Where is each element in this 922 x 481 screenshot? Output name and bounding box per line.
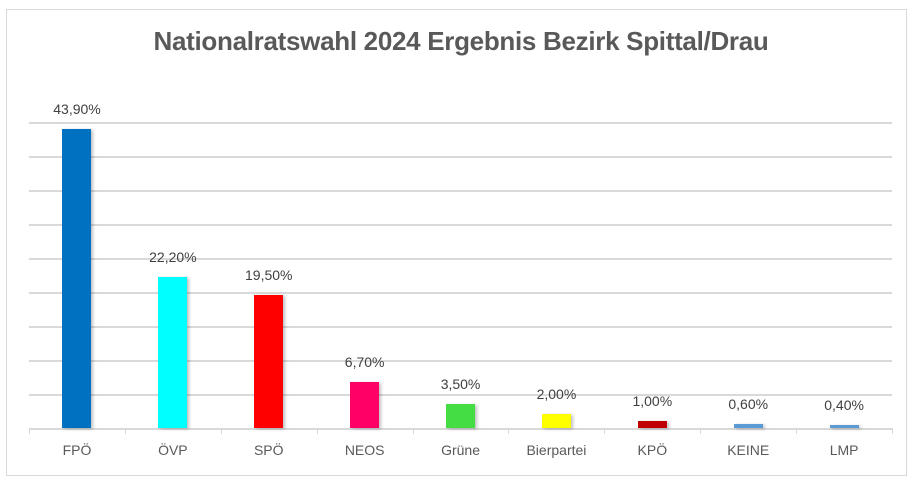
data-label: 3,50%	[440, 376, 481, 393]
data-label: 0,60%	[728, 395, 769, 412]
gridline	[29, 326, 892, 328]
gridline	[29, 292, 892, 294]
axis-tick	[317, 428, 318, 434]
data-label: 0,40%	[824, 397, 864, 414]
data-label: 2,00%	[536, 386, 577, 403]
data-label: 22,20%	[149, 249, 197, 266]
bar-keine[interactable]	[733, 423, 763, 428]
bar-fpö[interactable]	[62, 129, 92, 428]
bar-grüne[interactable]	[446, 404, 475, 428]
axis-tick	[413, 428, 414, 434]
gridline	[29, 224, 892, 226]
axis-tick	[125, 428, 126, 434]
data-label: 1,00%	[632, 393, 673, 410]
axis-tick	[796, 428, 797, 434]
gridline	[29, 258, 892, 260]
gridline	[29, 156, 892, 158]
category-label: NEOS	[344, 442, 385, 458]
axis-tick	[700, 428, 701, 434]
category-label: Grüne	[441, 442, 480, 458]
axis-tick	[604, 428, 605, 434]
category-label: FPÖ	[62, 442, 92, 458]
gridline	[29, 190, 892, 192]
bar-bierpartei[interactable]	[541, 414, 571, 428]
bar-spö[interactable]	[254, 295, 284, 428]
category-label: Bierpartei	[526, 442, 587, 458]
axis-tick	[29, 428, 30, 434]
axis-tick	[508, 428, 509, 434]
chart-title: Nationalratswahl 2024 Ergebnis Bezirk Sp…	[153, 26, 769, 56]
category-label: ÖVP	[158, 442, 188, 458]
data-label: 19,50%	[245, 267, 293, 284]
gridline	[29, 122, 892, 124]
axis-tick	[221, 428, 222, 434]
bar-övp[interactable]	[158, 277, 188, 428]
data-label: 6,70%	[344, 354, 385, 371]
bar-lmp[interactable]	[829, 425, 859, 428]
gridline	[29, 394, 892, 396]
plot-area: 43,90% 22,20% 19,50% 6,70% 3,50% 2,00% 1,00% 0,…	[29, 101, 893, 434]
data-label: 43,90%	[53, 101, 101, 118]
category-label: KEINE	[727, 442, 770, 458]
category-label: SPÖ	[253, 442, 284, 458]
category-label: LMP	[829, 442, 859, 458]
axis-tick	[892, 428, 893, 434]
bar-neos[interactable]	[350, 382, 380, 428]
category-label: KPÖ	[637, 442, 668, 458]
x-axis-line	[29, 428, 892, 430]
gridline	[29, 360, 892, 362]
chart-frame	[6, 9, 907, 476]
bar-kpö[interactable]	[637, 421, 667, 428]
